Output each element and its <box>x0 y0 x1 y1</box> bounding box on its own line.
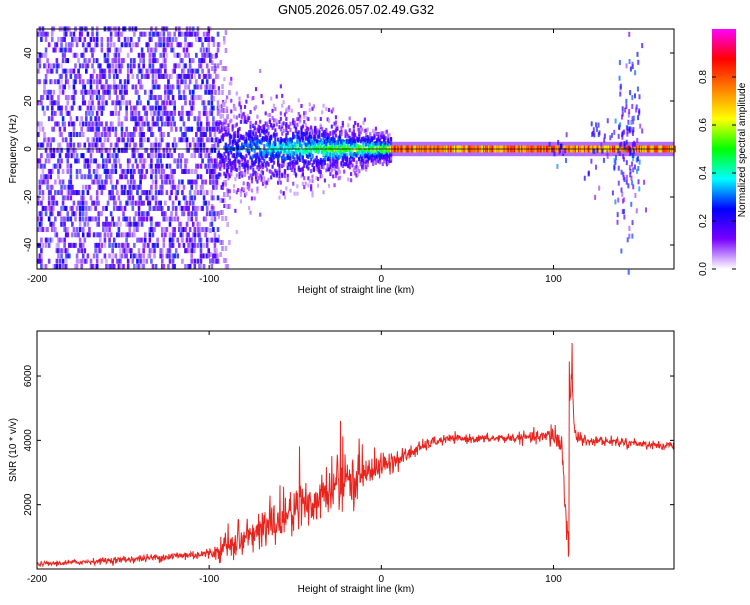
colorbar-tick-label: 0.8 <box>698 70 709 84</box>
snr-axis-ticks: -200 -100 0 100 2000 4000 6000 <box>23 331 674 585</box>
spectrogram-ytick-label: -20 <box>23 189 34 204</box>
snr-series-line <box>37 342 674 568</box>
snr-frame <box>36 330 675 570</box>
spectrogram-ytick-label: 0 <box>23 146 34 152</box>
spectrogram-xlabel: Height of straight line (km) <box>298 285 415 296</box>
snr-xtick-label: 0 <box>379 574 385 585</box>
snr-xtick-label: -200 <box>27 574 47 585</box>
snr-xtick-label: 100 <box>545 574 562 585</box>
snr-ytick-label: 2000 <box>23 493 34 516</box>
snr-ylabel: SNR (10 * v/v) <box>8 418 19 482</box>
colorbar-label: Normalized spectral amplitude <box>737 82 748 217</box>
spectrogram-cells <box>37 26 676 275</box>
snr-ytick-label: 6000 <box>23 364 34 387</box>
spectrogram-ytick-label: -40 <box>23 237 34 252</box>
colorbar-tick-label: 0.0 <box>698 262 709 276</box>
spectrogram-frame <box>36 28 675 270</box>
colorbar-tick-label: 0.2 <box>698 214 709 228</box>
colorbar-ticks: 0.0 0.2 0.4 0.6 0.8 <box>698 70 736 276</box>
snr-xlabel: Height of straight line (km) <box>298 584 415 595</box>
snr-ytick-label: 4000 <box>23 429 34 452</box>
spectrogram-xtick-label: -100 <box>199 274 219 285</box>
chart-title: GN05.2026.057.02.49.G32 <box>278 2 434 17</box>
spectrogram-xtick-label: 0 <box>379 274 385 285</box>
spectrogram-ylabel: Frequency (Hz) <box>8 115 19 184</box>
colorbar-gradient <box>712 29 736 269</box>
colorbar-tick-label: 0.4 <box>698 166 709 180</box>
spectrogram-xtick-label: -200 <box>27 274 47 285</box>
spectrogram-ytick-label: 20 <box>23 95 34 107</box>
spectrogram-ytick-label: 40 <box>23 47 34 59</box>
spectrogram-xtick-label: 100 <box>545 274 562 285</box>
colorbar-tick-label: 0.6 <box>698 118 709 132</box>
snr-panel: -200 -100 0 100 2000 4000 6000 Height of strai… <box>8 330 675 595</box>
colorbar: 0.0 0.2 0.4 0.6 0.8 Normalized spectral ampl… <box>698 29 748 276</box>
snr-xtick-label: -100 <box>199 574 219 585</box>
